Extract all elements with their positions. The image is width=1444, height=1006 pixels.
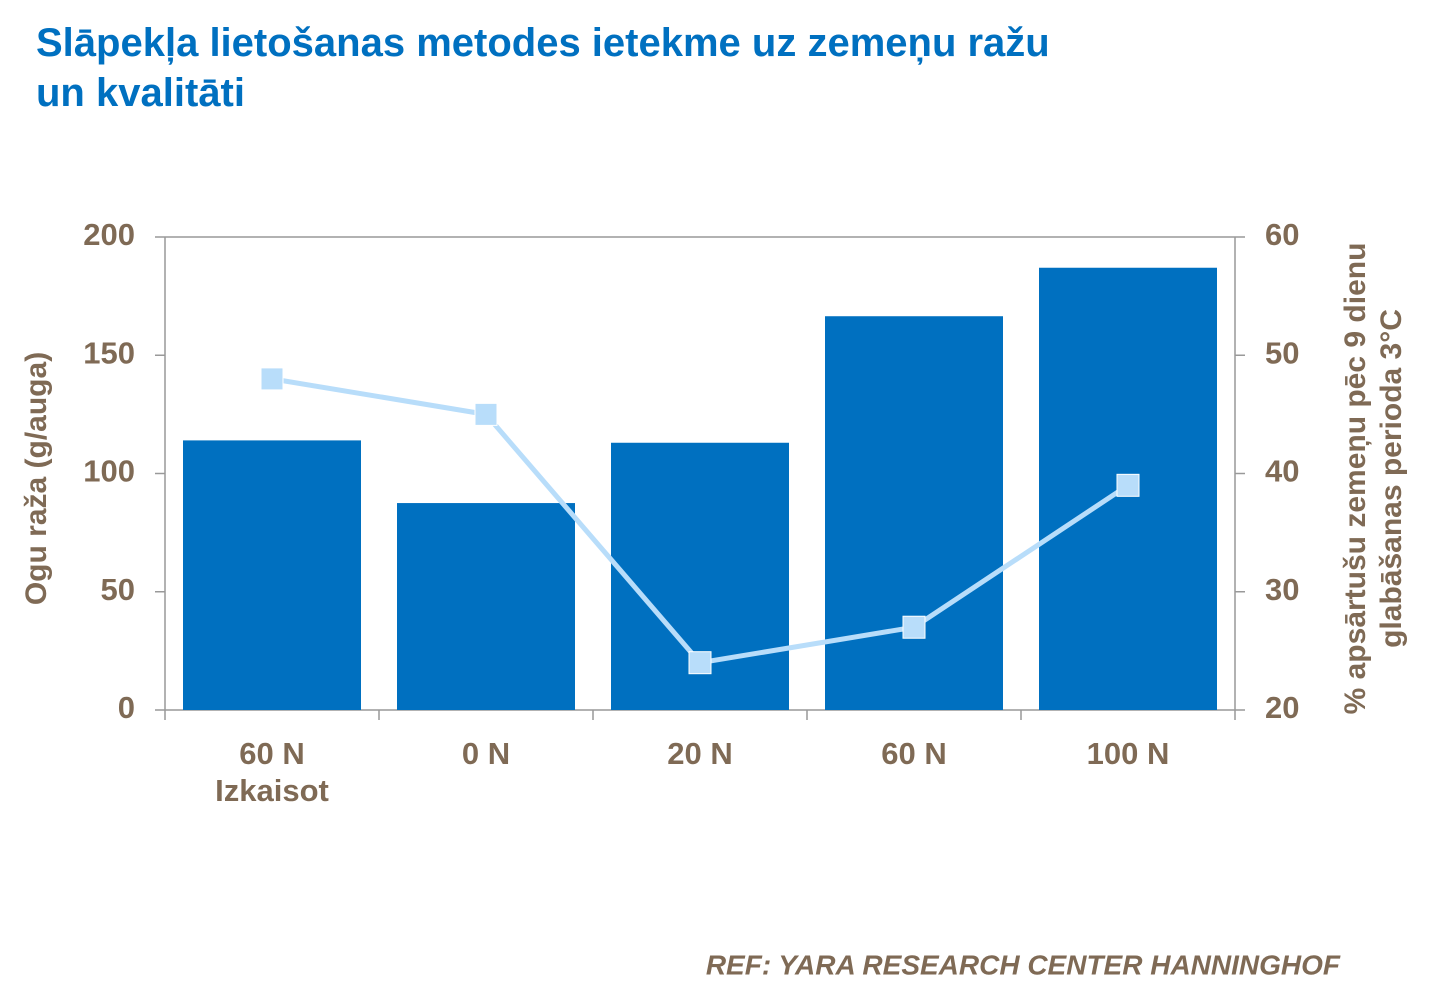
line-marker [474, 402, 498, 426]
x-tick-label: 100 N [1087, 736, 1170, 771]
x-tick-label: 60 N Izkaisot [215, 736, 329, 808]
line-marker [688, 651, 712, 675]
y-tick-label: 50 [101, 572, 135, 607]
bar [183, 440, 361, 710]
line-marker [260, 367, 284, 391]
y-tick-label: 150 [83, 335, 135, 370]
bar [825, 316, 1003, 710]
y2-tick-label: 20 [1265, 690, 1299, 725]
line-marker [1116, 473, 1140, 497]
bar [397, 503, 575, 710]
y-axis-label: Ogu raža (g/auga) [20, 352, 53, 605]
chart-title: Slāpekļa lietošanas metodes ietekme uz z… [36, 21, 1050, 115]
x-tick-label: 0 N [462, 736, 510, 771]
y2-axis-label: % apsārtušu zemeņu pēc 9 dienu glabāšanas… [1339, 243, 1408, 715]
y2-tick-label: 50 [1265, 335, 1299, 370]
y-tick-label: 0 [118, 690, 135, 725]
note: REF: YARA RESEARCH CENTER HANNINGHOF [706, 949, 1341, 980]
line-marker [902, 615, 926, 639]
y-tick-label: 100 [83, 454, 135, 489]
x-tick-label: 20 N [667, 736, 732, 771]
y2-tick-label: 30 [1265, 572, 1299, 607]
y-tick-label: 200 [83, 217, 135, 252]
x-tick-label: 60 N [881, 736, 946, 771]
y2-tick-label: 40 [1265, 454, 1299, 489]
y2-tick-label: 60 [1265, 217, 1299, 252]
